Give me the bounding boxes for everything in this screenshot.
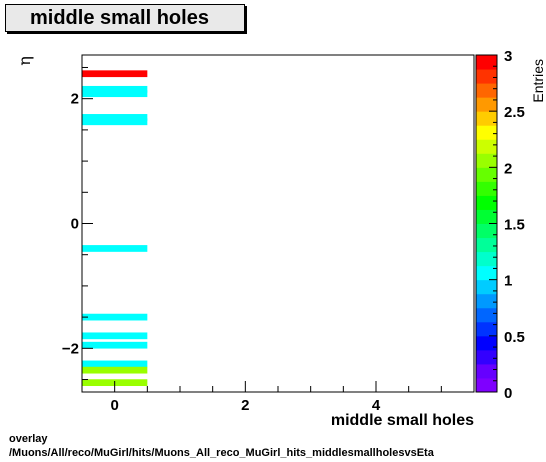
colorbar-segment — [476, 279, 497, 295]
heatmap-cell — [82, 366, 148, 374]
heatmap-cell — [82, 360, 148, 368]
colorbar-segment — [476, 55, 497, 70]
colorbar-segment — [476, 363, 497, 379]
heatmap-cell — [82, 341, 148, 349]
colorbar-segment — [476, 209, 497, 224]
y-axis-title: η — [15, 56, 34, 66]
colorbar-segment — [476, 153, 497, 168]
x-axis-title: middle small holes — [331, 412, 474, 429]
colorbar-segment — [476, 195, 497, 210]
colorbar: 0 0.5 1 1.5 2 2.5 3 Entries — [475, 48, 546, 402]
footer-line-1: overlay — [9, 433, 48, 445]
chart-title: middle small holes — [5, 4, 245, 32]
colorbar-segment — [476, 167, 497, 182]
heatmap-cell — [82, 70, 148, 78]
heatmap-cell — [82, 90, 148, 98]
heatmap-cell — [82, 114, 148, 121]
colorbar-segment — [476, 125, 497, 140]
colorbar-segment — [476, 265, 497, 281]
colorbar-segment — [476, 307, 497, 323]
colorbar-segment — [476, 237, 497, 253]
y-tick-label: 2 — [71, 91, 79, 108]
axes: 0 2 4 −2 0 2 middle small holes η — [15, 54, 475, 429]
heatmap-cell — [82, 313, 148, 321]
x-tick-label: 4 — [372, 397, 381, 414]
colorbar-segment — [476, 139, 497, 154]
colorbar-segment — [476, 181, 497, 196]
x-tick-label: 0 — [110, 397, 118, 414]
y-tick-label: −2 — [62, 340, 79, 357]
footer-line-2: /Muons/All/reco/MuGirl/hits/Muons_All_re… — [9, 447, 434, 459]
colorbar-tick-label: 0 — [504, 385, 512, 402]
colorbar-segment — [476, 83, 497, 98]
y-tick-label: 0 — [71, 216, 79, 233]
colorbar-segment — [476, 377, 497, 393]
colorbar-tick-label: 1.5 — [504, 217, 525, 234]
colorbar-segment — [476, 69, 497, 84]
heatmap-cell — [82, 332, 148, 340]
heatmap-cell — [82, 245, 148, 252]
plot-frame — [82, 55, 474, 392]
colorbar-segment — [476, 97, 497, 112]
plot-background — [82, 55, 474, 392]
chart-title-text: middle small holes — [30, 6, 209, 29]
colorbar-tick-label: 0.5 — [504, 329, 525, 346]
colorbar-segment — [476, 223, 497, 239]
colorbar-segment — [476, 111, 497, 126]
colorbar-tick-label: 2 — [504, 160, 512, 177]
colorbar-segment — [476, 293, 497, 309]
footer-caption: overlay /Muons/All/reco/MuGirl/hits/Muon… — [9, 432, 434, 460]
x-tick-label: 2 — [241, 397, 249, 414]
colorbar-tick-label: 2.5 — [504, 104, 525, 121]
colorbar-segment — [476, 335, 497, 351]
colorbar-tick-label: 3 — [504, 48, 512, 65]
colorbar-tick-label: 1 — [504, 273, 512, 290]
colorbar-segment — [476, 349, 497, 365]
heatmap-cell — [82, 85, 148, 93]
heatmap-cell — [82, 118, 148, 126]
colorbar-segment — [476, 321, 497, 337]
colorbar-title: Entries — [530, 59, 546, 103]
colorbar-segment — [476, 251, 497, 267]
